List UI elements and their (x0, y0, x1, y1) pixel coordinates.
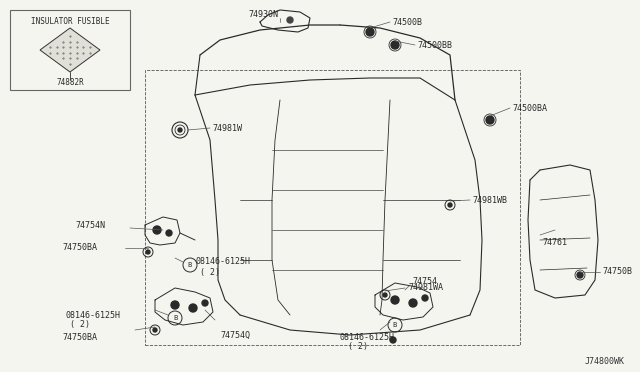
Text: 74981W: 74981W (212, 124, 242, 132)
Text: 08146-6125H: 08146-6125H (340, 333, 395, 341)
Text: B: B (393, 322, 397, 328)
Polygon shape (40, 28, 100, 72)
Circle shape (391, 296, 399, 304)
Text: 74750B: 74750B (602, 267, 632, 276)
Text: 74754: 74754 (412, 278, 437, 286)
Circle shape (171, 301, 179, 309)
Text: 08146-6125H: 08146-6125H (195, 257, 250, 266)
Text: 74930N: 74930N (248, 10, 278, 19)
Circle shape (577, 272, 583, 278)
Bar (10, 10, 130, 90)
Text: 74750BA: 74750BA (62, 244, 97, 253)
Circle shape (166, 230, 172, 236)
Circle shape (153, 226, 161, 234)
Text: J74800WK: J74800WK (585, 357, 625, 366)
Circle shape (146, 250, 150, 254)
Text: ( 2): ( 2) (70, 321, 90, 330)
Text: 08146-6125H: 08146-6125H (65, 311, 120, 320)
Circle shape (366, 28, 374, 36)
Text: B: B (188, 262, 192, 268)
Circle shape (383, 293, 387, 297)
Text: ( 2): ( 2) (348, 343, 368, 352)
Circle shape (202, 300, 208, 306)
Text: 74500BB: 74500BB (417, 41, 452, 49)
Circle shape (409, 299, 417, 307)
Text: 74500B: 74500B (392, 17, 422, 26)
Circle shape (178, 128, 182, 132)
Text: 74750BA: 74750BA (62, 334, 97, 343)
Text: 74500BA: 74500BA (512, 103, 547, 112)
Circle shape (422, 295, 428, 301)
Circle shape (486, 116, 494, 124)
Circle shape (391, 41, 399, 49)
Circle shape (287, 17, 293, 23)
Circle shape (189, 304, 197, 312)
Circle shape (153, 328, 157, 332)
Text: 74981WA: 74981WA (408, 283, 443, 292)
Text: INSULATOR FUSIBLE: INSULATOR FUSIBLE (31, 16, 109, 26)
Text: 74761: 74761 (542, 237, 567, 247)
Circle shape (448, 203, 452, 207)
Text: B: B (173, 315, 177, 321)
Text: 74754N: 74754N (75, 221, 105, 230)
Text: ( 2): ( 2) (200, 267, 220, 276)
Text: 74981WB: 74981WB (472, 196, 507, 205)
Bar (145, 70, 520, 345)
Circle shape (390, 337, 396, 343)
Text: 74754Q: 74754Q (220, 330, 250, 340)
Text: 74882R: 74882R (56, 77, 84, 87)
